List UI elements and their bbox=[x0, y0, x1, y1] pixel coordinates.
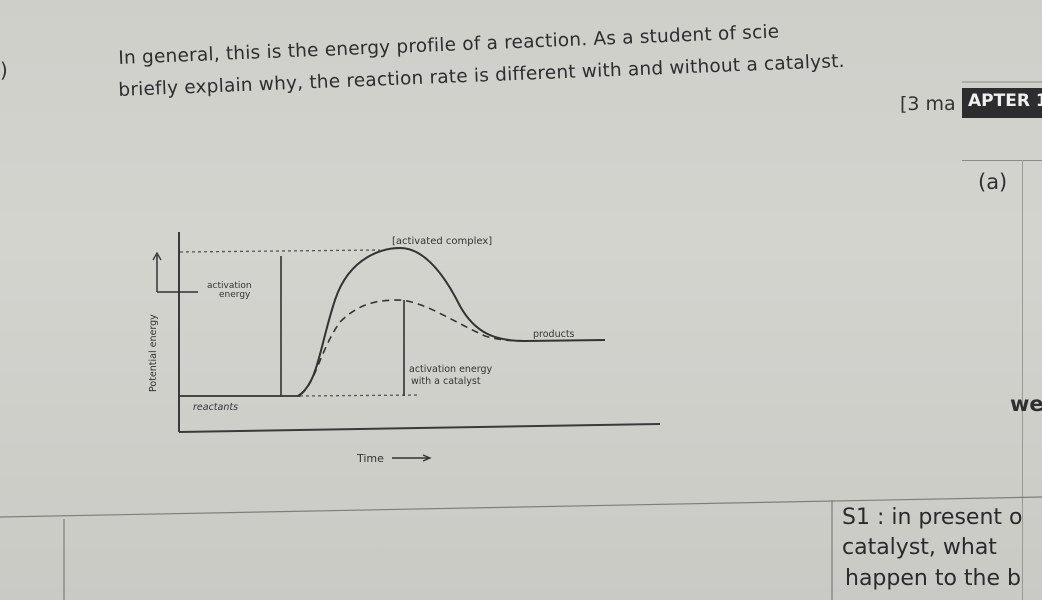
sidebar-divider-left bbox=[1022, 160, 1023, 600]
activated-complex-dashline bbox=[179, 249, 381, 253]
partial-word: wer bbox=[1010, 392, 1042, 416]
sidebar-divider-top bbox=[962, 160, 1042, 161]
x-axis-label: Time bbox=[356, 452, 384, 465]
chapter-tab: APTER 1 bbox=[962, 88, 1042, 118]
catalyst-label-1: activation energy bbox=[409, 364, 493, 375]
question-number: ) bbox=[0, 58, 8, 82]
activation-energy-label-1: activation bbox=[207, 281, 252, 291]
activation-energy-label-2: energy bbox=[219, 290, 251, 300]
catalyst-label-2: with a catalyst bbox=[411, 376, 481, 387]
answer-line-2: catalyst, what bbox=[842, 535, 997, 560]
x-axis bbox=[178, 423, 661, 433]
products-label: products bbox=[533, 329, 575, 340]
answer-line-3: happen to the b bbox=[845, 566, 1021, 591]
reactants-dashline bbox=[299, 394, 421, 397]
y-axis-label: Potential energy bbox=[148, 314, 159, 392]
part-label: (a) bbox=[978, 170, 1008, 194]
catalyzed-curve bbox=[299, 299, 526, 396]
marks-label: [3 ma bbox=[900, 93, 956, 115]
x-axis-arrowhead bbox=[422, 454, 432, 462]
reactants-label: reactants bbox=[193, 402, 238, 413]
activated-complex-label: [activated complex] bbox=[392, 236, 492, 247]
uncatalyzed-curve bbox=[297, 246, 606, 397]
answer-line-1: S1 : in present o bbox=[842, 505, 1023, 530]
activation-energy-arrowhead bbox=[152, 251, 162, 261]
page-rule bbox=[0, 496, 1042, 518]
